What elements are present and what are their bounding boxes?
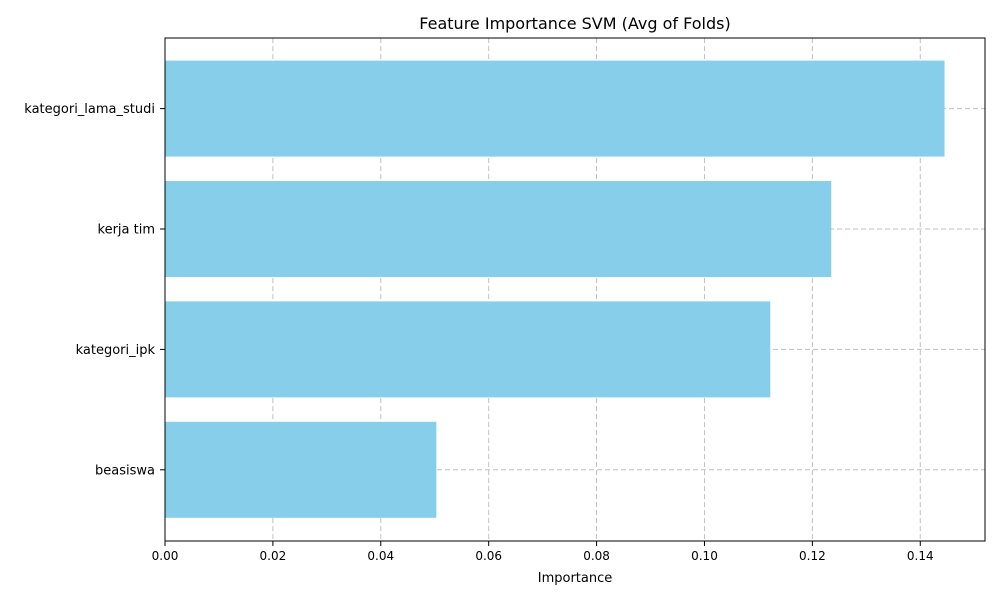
- y-tick-label: kategori_ipk: [76, 343, 156, 358]
- bar-kategori-lama-studi: [165, 60, 945, 157]
- x-tick-label: 0.14: [907, 549, 934, 563]
- plot-frame: [164, 37, 986, 542]
- x-tick-label: 0.10: [691, 549, 718, 563]
- x-axis-label: Importance: [538, 571, 613, 586]
- y-tick-label: kategori_lama_studi: [24, 102, 155, 117]
- bar-kerja-tim: [165, 181, 832, 277]
- x-tick-label: 0.04: [367, 549, 394, 563]
- bar-beasiswa: [165, 421, 437, 518]
- bars: [165, 60, 945, 518]
- x-tick-label: 0.12: [799, 549, 826, 563]
- x-tick-label: 0.06: [475, 549, 502, 563]
- x-tick-label: 0.02: [260, 549, 287, 563]
- bar-kategori-ipk: [165, 301, 771, 398]
- x-tick-label: 0.00: [152, 549, 179, 563]
- y-tick-label: beasiswa: [95, 463, 155, 478]
- chart-title: Feature Importance SVM (Avg of Folds): [419, 14, 730, 33]
- y-tick-label: kerja tim: [98, 223, 156, 238]
- x-axis-ticks: 0.00 0.02 0.04 0.06 0.08 0.10 0.12 0.14: [152, 541, 934, 563]
- x-tick-label: 0.08: [583, 549, 610, 563]
